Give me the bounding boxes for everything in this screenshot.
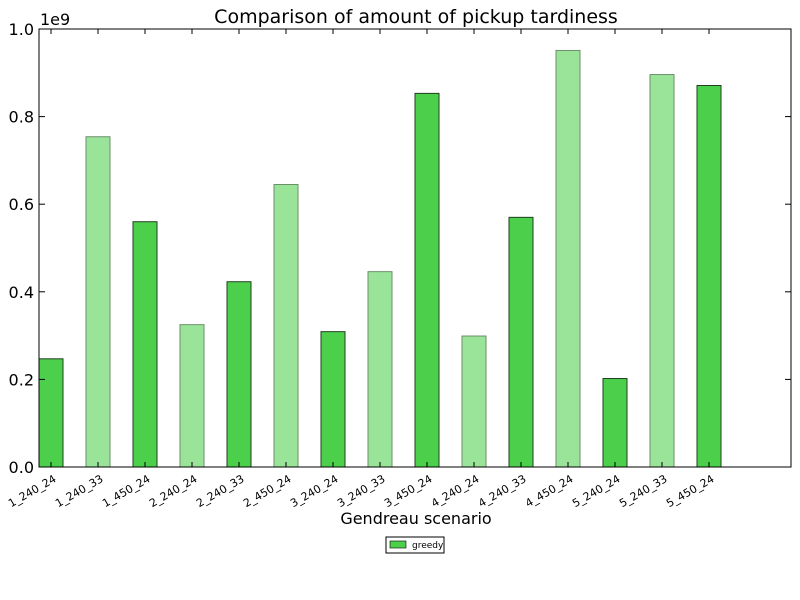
y-tick-label: 1.0 (9, 20, 34, 39)
x-tick-label-3_240_24: 3_240_24 (288, 472, 340, 510)
x-tick-label-4_240_24: 4_240_24 (429, 472, 481, 510)
y-tick-label: 0.4 (9, 283, 34, 302)
bar-3_240_24 (320, 331, 346, 468)
legend-label-greedy: greedy (412, 541, 444, 551)
bar-4_450_24 (555, 49, 581, 468)
x-tick-label-1_450_24: 1_450_24 (100, 472, 152, 510)
bars-group (38, 49, 722, 468)
bar-2_240_24 (179, 324, 205, 468)
y-tick-label: 0.6 (9, 195, 34, 214)
legend-swatch (389, 540, 407, 549)
y-tick-label: 0.0 (9, 458, 34, 477)
y-ticks-group: 0.0 0.2 0.4 0.6 0.8 1.0 (9, 20, 791, 477)
bar-5_240_24 (602, 378, 628, 468)
bar-2_240_33 (226, 281, 252, 468)
bar-3_240_33 (367, 271, 393, 468)
x-tick-label-3_240_33: 3_240_33 (335, 472, 387, 510)
bar-2_450_24 (273, 183, 299, 468)
bar-1_450_24 (132, 221, 158, 468)
x-tick-label-1_240_24: 1_240_24 (6, 472, 58, 510)
bar-4_240_33 (508, 216, 534, 468)
y-tick-label: 0.8 (9, 108, 34, 127)
x-axis-label: Gendreau scenario (340, 509, 491, 528)
plot-frame (38, 28, 792, 468)
chart-title: Comparison of amount of pickup tardiness (214, 6, 618, 28)
x-tick-label-3_450_24: 3_450_24 (382, 472, 434, 510)
bar-4_240_24 (461, 335, 487, 468)
x-tick-label-2_240_24: 2_240_24 (147, 472, 199, 510)
legend: greedy (385, 536, 445, 554)
bar-1_240_33 (85, 136, 111, 468)
x-tick-label-4_450_24: 4_450_24 (523, 472, 575, 510)
x-tick-label-5_240_33: 5_240_33 (617, 472, 669, 510)
x-tick-label-2_450_24: 2_450_24 (241, 472, 293, 510)
bar-1_240_24 (38, 358, 64, 468)
x-tick-label-2_240_33: 2_240_33 (194, 472, 246, 510)
x-tick-label-5_450_24: 5_450_24 (664, 472, 716, 510)
bar-5_240_33 (649, 74, 675, 468)
y-tick-label: 0.2 (9, 370, 34, 389)
x-tick-label-1_240_33: 1_240_33 (53, 472, 105, 510)
bar-3_450_24 (414, 92, 440, 468)
bar-5_450_24 (696, 85, 722, 468)
x-tick-label-5_240_24: 5_240_24 (570, 472, 622, 510)
y-axis-multiplier: 1e9 (40, 10, 70, 29)
x-tick-label-4_240_33: 4_240_33 (476, 472, 528, 510)
